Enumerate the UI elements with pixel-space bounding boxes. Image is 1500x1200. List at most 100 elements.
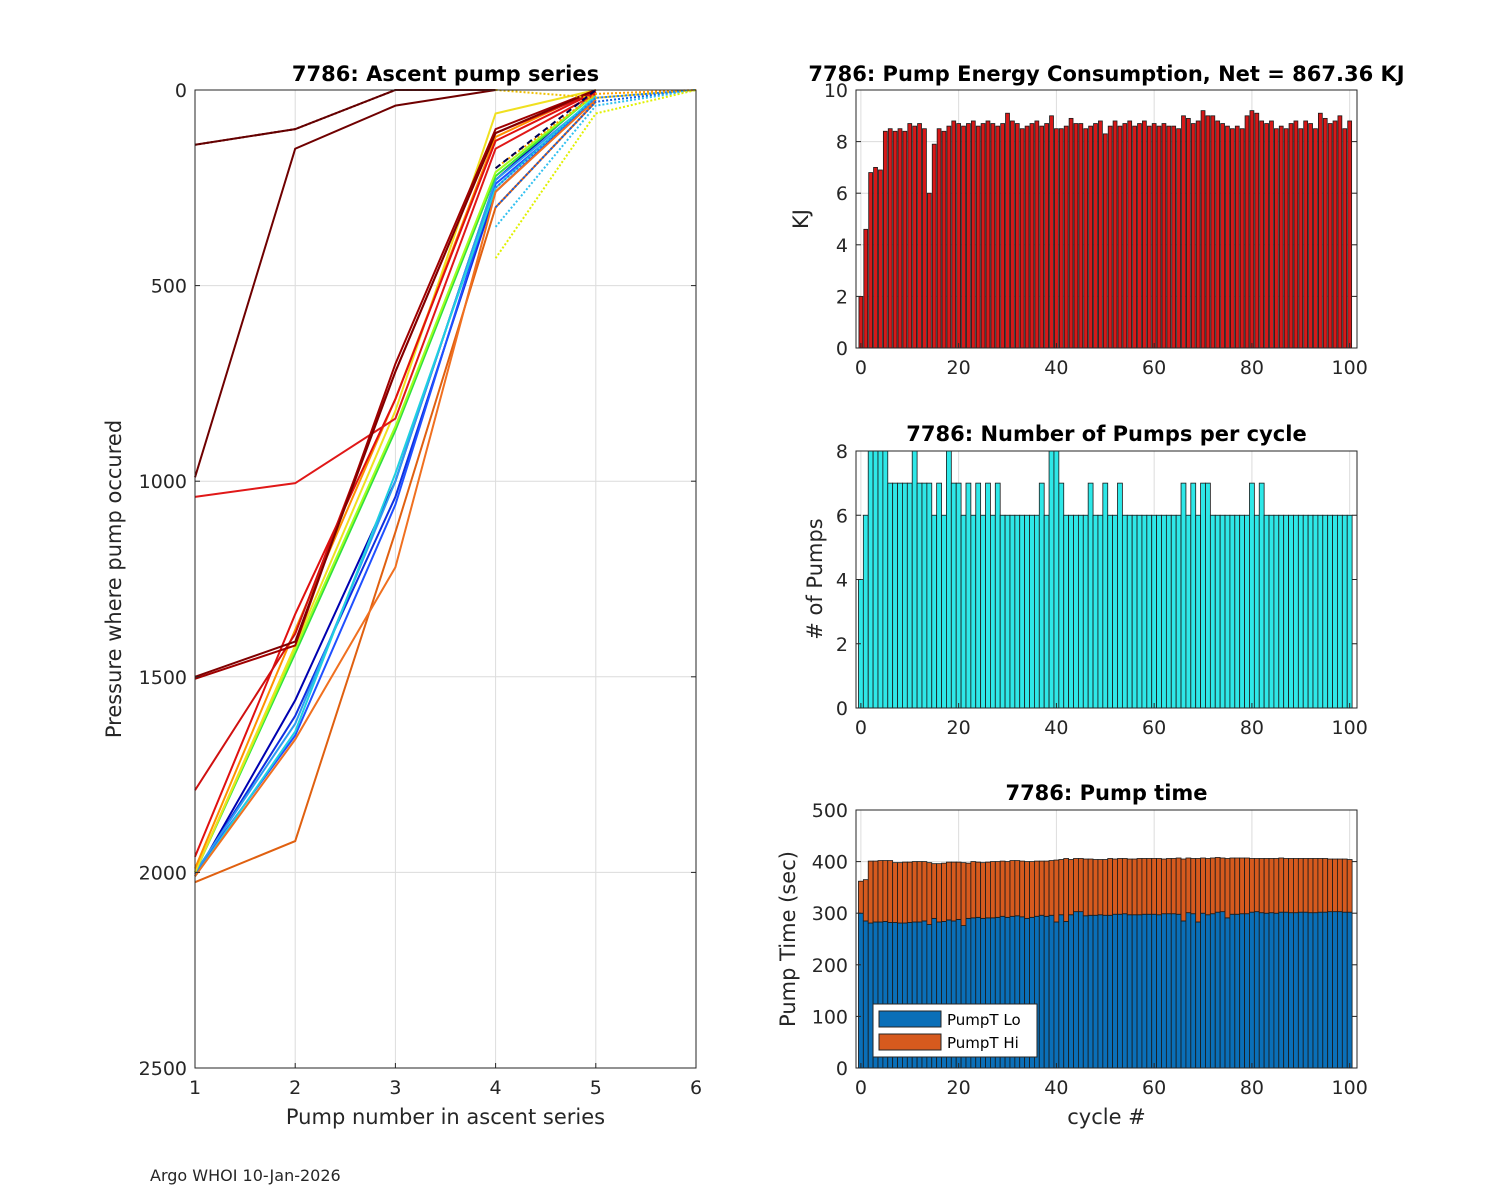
- pumptime-lo-bar: [1048, 914, 1055, 1069]
- energy-ticks: 0 20 40 60 80 100 0 2 4 6 8 10: [824, 80, 1368, 379]
- numpumps-bar: [1190, 482, 1197, 709]
- energy-bar: [1054, 128, 1059, 349]
- numpumps-bar: [965, 482, 972, 709]
- numpumps-bar: [1077, 514, 1084, 709]
- energy-bar: [1127, 120, 1133, 349]
- energy-bar: [985, 120, 991, 349]
- numpumps-bar: [1112, 514, 1118, 709]
- numpumps-ylabel: # of Pumps: [803, 518, 827, 640]
- ascent-series-line: [194, 93, 597, 873]
- x-tick-label: 100: [1332, 717, 1368, 739]
- pumptime-axes-box: [855, 809, 1358, 1069]
- x-tick-label: 60: [1142, 717, 1166, 739]
- x-tick-label: 0: [855, 357, 867, 379]
- pumptime-hi-bar: [902, 861, 908, 924]
- x-tick-label: 60: [1142, 1077, 1166, 1099]
- pumptime-hi-bar: [1180, 858, 1187, 922]
- pumptime-lo-bar: [1053, 921, 1060, 1069]
- energy-bar: [1176, 128, 1181, 349]
- pumptime-hi-bar: [1327, 858, 1333, 913]
- numpumps-bar: [1268, 514, 1275, 709]
- pumptime-lo-bar: [1268, 912, 1275, 1069]
- numpumps-bar: [941, 514, 947, 709]
- energy-bar: [956, 123, 961, 349]
- pumptime-hi-bar: [1053, 859, 1060, 923]
- energy-bar: [1142, 120, 1147, 349]
- pumptime-lo-bar: [1337, 911, 1343, 1069]
- y-tick-label: 4: [836, 235, 848, 257]
- energy-bar: [1019, 128, 1025, 349]
- energy-bar: [1146, 125, 1152, 349]
- pumptime-lo-bar: [1346, 911, 1353, 1069]
- x-tick-label: 0: [855, 1077, 867, 1099]
- x-tick-label: 6: [690, 1077, 702, 1099]
- pumptime-lo-bar: [1258, 912, 1265, 1069]
- pumptime-hi-bar: [1253, 858, 1260, 913]
- pumptime-hi-bar: [1092, 859, 1099, 916]
- numpumps-bar: [1092, 514, 1099, 709]
- pumptime-hi-bar: [1322, 858, 1329, 913]
- numpumps-bar: [936, 482, 942, 709]
- pumptime-lo-bar: [1092, 914, 1099, 1069]
- numpumps-bar: [955, 482, 962, 709]
- numpumps-bar: [916, 482, 923, 709]
- numpumps-bar: [931, 514, 938, 709]
- x-tick-label: 40: [1044, 357, 1068, 379]
- energy-bar: [1308, 123, 1313, 349]
- ascent-series-line: [495, 89, 697, 170]
- y-tick-label: 4: [836, 570, 848, 592]
- energy-bar: [1122, 123, 1128, 349]
- numpumps-bar: [990, 514, 996, 709]
- pumptime-lo-bar: [1224, 917, 1231, 1069]
- pumptime-hi-bar: [965, 862, 972, 919]
- energy-bar: [936, 128, 942, 349]
- numpumps-bar: [1058, 482, 1065, 709]
- x-tick-label: 20: [947, 717, 971, 739]
- pumptime-hi-bar: [990, 861, 996, 919]
- pumptime-hi-bar: [897, 862, 903, 924]
- pumptime-lo-bar: [1200, 912, 1206, 1069]
- energy-axes-box: [855, 89, 1358, 349]
- energy-bar: [1044, 123, 1049, 349]
- energy-bar: [1322, 117, 1328, 349]
- pumptime-hi-bar: [1307, 858, 1314, 914]
- numpumps-bar: [1048, 450, 1055, 709]
- numpumps-bar: [906, 482, 913, 709]
- energy-bar: [1195, 120, 1201, 349]
- energy-ylabel: KJ: [789, 209, 813, 229]
- numpumps-bar: [1141, 514, 1148, 709]
- pumptime-hi-bar: [941, 862, 947, 922]
- pumptime-hi-bar: [1004, 861, 1011, 918]
- pumptime-lo-bar: [1249, 911, 1255, 1069]
- energy-axes: 0 20 40 60 80 100 0 2 4 6 8 10 7786: Pump Energy Co…: [789, 62, 1405, 379]
- ascent-series-line: [194, 97, 597, 873]
- pumptime-lo-bar: [1126, 914, 1133, 1069]
- energy-bar: [892, 130, 898, 349]
- energy-bar: [1342, 128, 1348, 349]
- numpumps-bar: [1219, 514, 1226, 709]
- numpumps-bar: [1195, 514, 1201, 709]
- legend-label-lo: PumpT Lo: [947, 1011, 1021, 1029]
- numpumps-bar: [1327, 514, 1333, 709]
- pumptime-hi-bar: [1151, 858, 1157, 915]
- pumptime-lo-bar: [1156, 914, 1162, 1069]
- energy-bar: [1068, 117, 1074, 349]
- y-tick-label: 0: [175, 80, 187, 102]
- energy-bar: [902, 130, 908, 349]
- energy-bar: [946, 125, 952, 349]
- energy-bar: [1332, 120, 1338, 349]
- pumptime-lo-bar: [1288, 912, 1294, 1069]
- pumptime-lo-bar: [1165, 913, 1172, 1069]
- pumptime-hi-bar: [1102, 859, 1109, 916]
- y-tick-label: 500: [151, 276, 187, 298]
- numpumps-bar: [1297, 514, 1304, 709]
- pumptime-hi-bar: [1190, 858, 1197, 915]
- pumptime-lo-bar: [1341, 911, 1348, 1069]
- energy-bar: [1313, 128, 1318, 349]
- numpumps-bar: [1229, 514, 1236, 709]
- numpumps-bar: [1283, 514, 1289, 709]
- pumptime-lo-bar: [1239, 913, 1245, 1069]
- numpumps-bar: [1273, 514, 1280, 709]
- energy-bar: [990, 123, 996, 349]
